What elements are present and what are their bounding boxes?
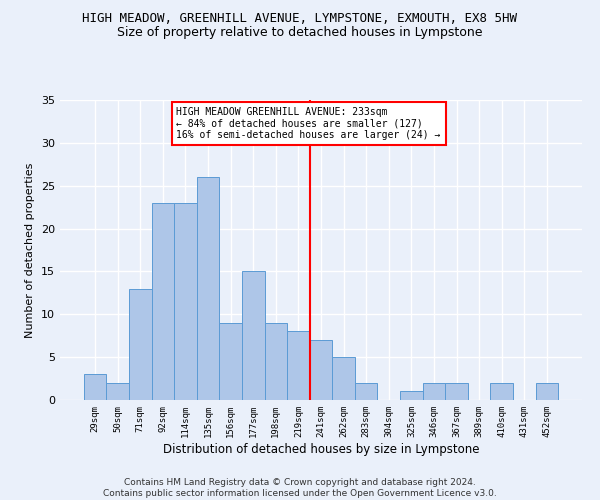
Bar xyxy=(220,323,242,400)
Bar xyxy=(242,272,265,400)
Bar xyxy=(355,383,377,400)
Bar xyxy=(332,357,355,400)
Text: HIGH MEADOW, GREENHILL AVENUE, LYMPSTONE, EXMOUTH, EX8 5HW: HIGH MEADOW, GREENHILL AVENUE, LYMPSTONE… xyxy=(83,12,517,26)
Bar xyxy=(445,383,468,400)
Bar xyxy=(536,383,558,400)
Bar xyxy=(129,288,152,400)
Text: Size of property relative to detached houses in Lympstone: Size of property relative to detached ho… xyxy=(117,26,483,39)
Bar xyxy=(400,392,422,400)
Bar xyxy=(106,383,129,400)
Bar xyxy=(197,177,220,400)
Bar xyxy=(422,383,445,400)
Text: HIGH MEADOW GREENHILL AVENUE: 233sqm
← 84% of detached houses are smaller (127)
: HIGH MEADOW GREENHILL AVENUE: 233sqm ← 8… xyxy=(176,107,441,140)
Bar xyxy=(152,203,174,400)
Bar xyxy=(265,323,287,400)
Y-axis label: Number of detached properties: Number of detached properties xyxy=(25,162,35,338)
Bar xyxy=(174,203,197,400)
Bar xyxy=(287,332,310,400)
Bar xyxy=(310,340,332,400)
Bar xyxy=(84,374,106,400)
Bar xyxy=(490,383,513,400)
Text: Distribution of detached houses by size in Lympstone: Distribution of detached houses by size … xyxy=(163,442,479,456)
Text: Contains HM Land Registry data © Crown copyright and database right 2024.
Contai: Contains HM Land Registry data © Crown c… xyxy=(103,478,497,498)
